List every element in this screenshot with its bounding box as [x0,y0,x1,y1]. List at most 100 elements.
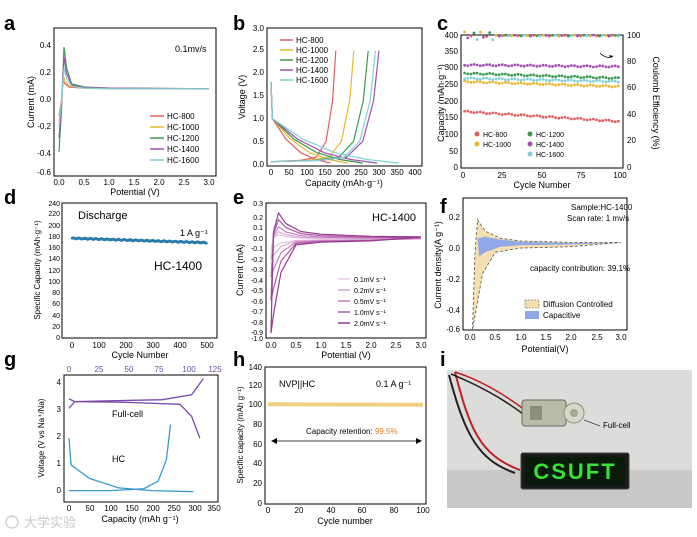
c-point-hc-1200 [522,74,526,78]
c-point-hc-1600 [560,79,564,83]
panel-c-xticks: 0 25 50 75 100 [461,171,627,180]
c-point-hc-1600 [491,78,495,81]
d-xtick: 0 [70,341,75,350]
c-point-hc-1400 [576,65,579,68]
d-xtick: 200 [119,341,133,350]
h-rate-label: 0.1 A g⁻¹ [376,379,411,389]
h-series-nvp-hc [267,402,424,407]
f-xlabel: Potential(V) [521,344,568,354]
c-point-hc-1200 [579,76,583,79]
a-xtick: 1.5 [128,178,140,187]
c-xtick: 50 [538,171,547,180]
panel-c: c 0 50 100 150 200 250 300 350 400 0 20 … [436,13,661,190]
c-point-hc-1000 [541,83,545,87]
d-ytick: 240 [48,201,60,208]
c-point-ce [607,34,611,38]
c-point-hc-1400 [513,63,517,67]
watermark-logo-icon [5,515,19,529]
f-areas [472,218,622,331]
c-point-hc-1000 [551,83,554,86]
c-point-hc-1200 [485,72,488,76]
c-point-hc-1200 [482,73,485,76]
c-point-ce [566,34,570,38]
f-xtick: 1.5 [540,333,552,342]
c-y2tick: 60 [627,83,636,92]
c-point-hc-800 [544,115,548,119]
h-ytick: 0 [258,499,263,508]
c-point-hc-1400 [582,64,586,68]
c-point-hc-1400 [613,64,617,68]
c-point-hc-1200 [617,76,620,79]
c-point-hc-1000 [579,84,583,87]
panel-g: g 0 25 50 75 100 125 0 1 2 3 4 0 50 100 … [4,349,222,524]
g-xtick: 50 [86,504,95,513]
a-ytick: 0.0 [40,95,52,104]
c-point-hc-1200 [557,74,561,78]
e-ytick: -0.7 [251,309,263,316]
c-point-hc-800 [516,114,520,117]
f-xtick: 3.0 [615,333,627,342]
c-point-ce [541,33,545,37]
h-xtick: 100 [416,506,430,515]
a-xtick: 2.5 [178,178,190,187]
c-point-hc-1400 [566,64,570,68]
c-point-hc-1000 [497,82,501,85]
c-point-hc-1600 [551,78,554,82]
c-point-hc-1000 [610,85,614,89]
c-point-ce [529,34,532,38]
e-ylabel: Current (mA) [235,244,245,296]
a-ytick: 0.2 [40,68,52,77]
c-point-hc-1000 [507,81,510,84]
g-xtick: 0 [67,504,72,513]
b-ytick: 0.0 [253,160,265,169]
panel-g-frame [63,374,219,503]
c-xtick: 100 [613,171,627,180]
e-xtick: 1.0 [315,341,327,350]
c-point-ce [548,34,551,38]
panel-letter-a: a [4,13,16,35]
b-ylabel: Voltage (V) [237,75,247,120]
panel-e-xticks: 0.0 0.5 1.0 1.5 2.0 2.5 3.0 [265,341,427,350]
c-point-hc-1000 [554,83,557,87]
c-point-hc-1200 [510,74,514,77]
c-point-ce [613,34,617,37]
c-point-hc-1600 [478,77,482,81]
a-legend-hc1200: HC-1200 [167,134,200,143]
c-point-ce [538,34,542,38]
c-point-hc-800 [617,119,620,123]
c-legend-marker-hc1600 [527,151,533,157]
panel-b-yticks: 0.0 0.5 1.0 1.5 2.0 2.5 3.0 [253,24,265,169]
c-point-hc-1600 [585,79,589,82]
h-ytick: 100 [249,400,263,409]
b-discharge-hc-1600 [270,82,399,164]
watermark: 大学实验 [5,515,76,530]
a-xtick: 0.5 [78,178,90,187]
c-point-ce [579,34,583,38]
c-point-hc-1000 [522,82,526,85]
c-point-hc-1200 [529,73,532,77]
g-topxtick: 50 [125,365,134,374]
c-point-hc-1000 [569,84,573,87]
g-xtick: 350 [207,504,221,513]
h-xtick: 80 [390,506,399,515]
c-point-hc-800 [613,120,617,124]
c-point-hc-1600 [469,76,473,80]
c-point-hc-1400 [519,64,523,68]
f-ytick: -0.6 [446,325,460,334]
d-xtick: 100 [92,341,106,350]
e-legend-1: 0.2mV s⁻¹ [354,288,386,295]
c-point-hc-1000 [529,82,532,86]
d-ytick: 80 [52,290,60,297]
h-line [267,402,424,407]
c-point-hc-800 [463,109,466,113]
c-y2label: Coulomb Efficiency (%) [651,56,661,149]
c-point-hc-800 [497,112,501,116]
panel-a-frame [53,27,217,177]
c-point-hc-1600 [548,79,551,83]
black-wire [448,374,516,474]
d-ytick: 40 [52,313,60,320]
h-ytick: 80 [253,420,262,429]
c-point-hc-1200 [554,75,557,78]
g-topxtick: 100 [182,365,196,374]
c-point-hc-1400 [478,64,482,68]
